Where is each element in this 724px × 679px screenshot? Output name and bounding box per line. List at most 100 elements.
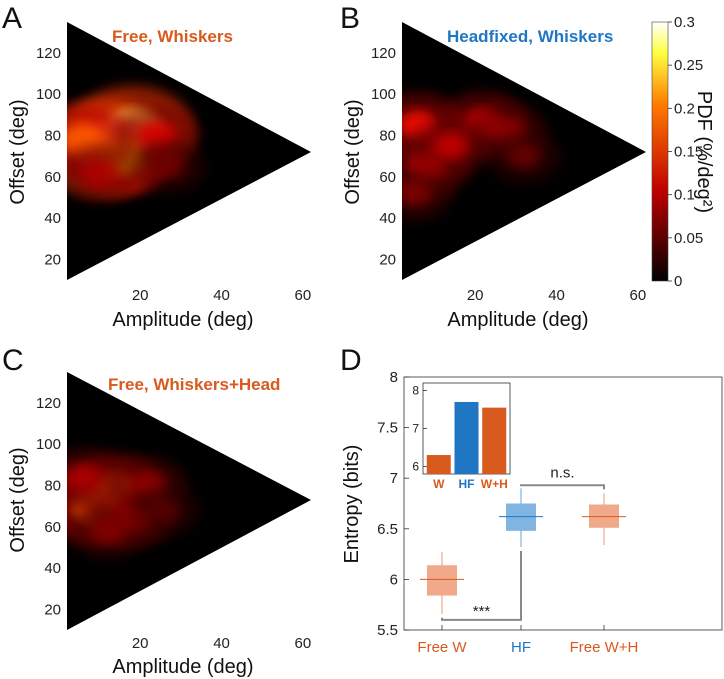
heatmap-a-ylabel: Offset (deg) [7,99,29,204]
y-tick-label: 5.5 [377,622,398,639]
x-tick-label: 40 [213,635,230,652]
boxplot-boxes [420,488,626,614]
heatmap-c-density [67,448,201,559]
panel-letter-a: A [2,2,22,35]
panel-letter-c: C [2,344,24,377]
boxplot-y-ticks: 5.5 6 6.5 7 7.5 8 [377,369,409,639]
y-tick-label: 60 [44,169,61,186]
y-tick-label: 60 [379,169,396,186]
heatmap-a-density [67,85,206,202]
heatmap-b-x-ticks: 20 40 60 [467,287,646,304]
heatmap-density-peak [81,159,118,186]
y-tick-label: 7.5 [377,420,398,437]
heatmap-b-xlabel: Amplitude (deg) [447,309,588,331]
colorbar-tick-label: 0.25 [674,57,703,74]
inset-bar-chart: 6 7 8 W HF W+H [412,382,511,491]
y-tick-label: 40 [379,210,396,227]
panel-b: B Headfixed, Whiskers 20 40 60 80 100 120 20 4… [340,2,715,331]
colorbar-tick-label: 0 [674,273,682,290]
colorbar [651,21,669,282]
inset-bar [426,455,451,474]
inset-bar [482,407,507,474]
x-tick-label: 40 [213,287,230,304]
panel-a: A Free, Whiskers 20 40 60 80 100 120 20 40 60 A… [2,2,311,331]
heatmap-a-title: Free, Whiskers [112,27,233,46]
y-tick-label: 60 [44,519,61,536]
x-tick-label: 20 [467,287,484,304]
inset-x-label: W+H [481,477,508,491]
y-tick-label: 20 [379,251,396,268]
heatmap-c-title: Free, Whiskers+Head [108,375,280,394]
colorbar-ticks: 0 0.05 0.1 0.15 0.2 0.25 0.3 [668,14,703,290]
significance-label: n.s. [550,464,574,481]
heatmap-c-xlabel: Amplitude (deg) [112,656,253,678]
panel-d: D 5.5 6 6.5 7 7.5 8 Free W HF Free W+H Entropy … [340,344,723,656]
y-tick-label: 40 [44,560,61,577]
colorbar-tick-label: 0.05 [674,230,703,247]
boxplot-ylabel: Entropy (bits) [341,445,363,564]
boxplot-x-ticks: Free W HF Free W+H [417,625,638,656]
y-tick-label: 100 [371,86,396,103]
colorbar-tick-label: 0.2 [674,100,695,117]
inset-x-label: W [433,477,445,491]
y-tick-label: 120 [371,45,396,62]
panel-letter-d: D [340,344,362,377]
heatmap-c-y-ticks: 20 40 60 80 100 120 [36,395,61,618]
box-iqr [506,503,536,531]
panel-c: C Free, Whiskers+Head 20 40 60 80 100 120 20 4… [2,344,311,678]
y-tick-label: 20 [44,601,61,618]
x-tick-label: 20 [132,287,149,304]
heatmap-c-x-ticks: 20 40 60 [132,635,311,652]
boxplot-significance: *** n.s. [441,464,605,621]
boxplot-axes-frame [403,376,723,631]
inset-y-tick-label: 7 [412,422,419,436]
y-tick-label: 8 [390,369,398,386]
heatmap-b-title: Headfixed, Whiskers [447,27,613,46]
inset-y-tick-label: 6 [412,459,419,473]
heatmap-b-ylabel: Offset (deg) [342,99,364,204]
y-tick-label: 40 [44,210,61,227]
x-tick-label: 60 [295,635,312,652]
y-tick-label: 6 [390,571,398,588]
heatmap-density-peak [402,180,432,206]
heatmap-density-peak [507,144,541,169]
significance-label: *** [473,603,491,620]
x-category-label: Free W [417,639,467,656]
heatmap-density-peak [148,498,181,522]
colorbar-tick-label: 0.3 [674,14,695,31]
panel-letter-b: B [340,2,360,35]
x-tick-label: 20 [132,635,149,652]
y-tick-label: 80 [44,128,61,145]
box-iqr [427,565,457,596]
x-tick-label: 40 [548,287,565,304]
inset-bar [454,401,479,474]
heatmap-c-ylabel: Offset (deg) [7,447,29,552]
y-tick-label: 6.5 [377,521,398,538]
x-category-label: Free W+H [570,639,639,656]
significance-bracket-low [441,551,522,621]
x-tick-label: 60 [295,287,312,304]
y-tick-label: 120 [36,45,61,62]
colorbar-label: PDF (%/deg²) [693,91,715,213]
heatmap-b-density [402,91,561,221]
inset-x-label: HF [459,477,475,491]
heatmap-b-y-ticks: 20 40 60 80 100 120 [371,45,396,268]
y-tick-label: 120 [36,395,61,412]
heatmap-a-x-ticks: 20 40 60 [132,287,311,304]
heatmap-density-peak [90,518,125,544]
colorbar-tick-label: 0.1 [674,187,695,204]
significance-bracket-high [520,484,605,490]
y-tick-label: 100 [36,436,61,453]
y-tick-label: 7 [390,470,398,487]
heatmap-density-peak [432,132,470,160]
x-tick-label: 60 [630,287,647,304]
heatmap-a-y-ticks: 20 40 60 80 100 120 [36,45,61,268]
y-tick-label: 80 [44,478,61,495]
y-tick-label: 80 [379,128,396,145]
colorbar-tick-label: 0.15 [674,144,703,161]
heatmap-density-peak [67,464,102,491]
y-tick-label: 100 [36,86,61,103]
y-tick-label: 20 [44,251,61,268]
heatmap-density-peak [152,154,186,179]
